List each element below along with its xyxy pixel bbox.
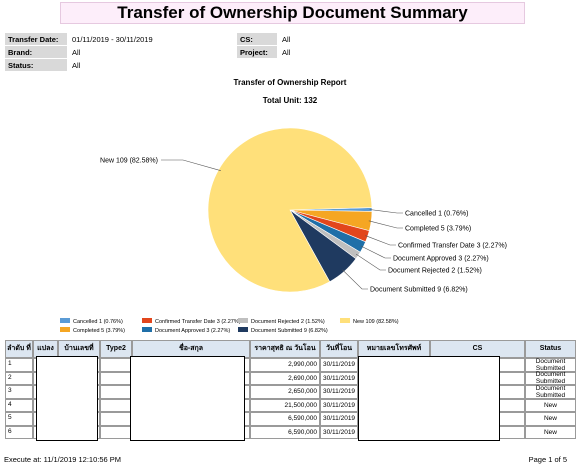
- legend-label: Confirmed Transfer Date 3 (2.27%): [155, 319, 241, 325]
- filter-value: All: [282, 48, 291, 57]
- slice-label: Document Approved 3 (2.27%): [393, 256, 489, 263]
- legend-swatch: [60, 327, 70, 332]
- pie-slice: [207, 127, 373, 293]
- leader-line: [342, 269, 368, 290]
- table-cell: New: [525, 425, 576, 439]
- table-cell: 1: [5, 358, 33, 372]
- table-cell: 21,500,000: [250, 398, 320, 412]
- table-cell: [100, 385, 132, 399]
- table-cell: 30/11/2019: [320, 412, 358, 426]
- filter-value: All: [72, 48, 81, 57]
- leader-line: [161, 159, 221, 171]
- table-cell: 6: [5, 425, 33, 439]
- legend-label: Document Submitted 9 (6.82%): [251, 328, 328, 334]
- table-cell: 30/11/2019: [320, 425, 358, 439]
- leader-line: [365, 235, 396, 246]
- leader-line: [369, 209, 403, 214]
- filter-label: Status:: [5, 59, 67, 71]
- table-cell: New: [525, 412, 576, 426]
- table-cell: 30/11/2019: [320, 371, 358, 385]
- table-cell: 6,590,000: [250, 425, 320, 439]
- slice-label: Document Rejected 2 (1.52%): [388, 268, 482, 275]
- table-cell: [100, 371, 132, 385]
- filter-label: CS:: [237, 33, 277, 45]
- leader-line: [360, 245, 391, 259]
- report-title: Transfer of Ownership Document Summary: [60, 2, 525, 24]
- column-header: ราคาสุทธิ ณ วันโอน: [250, 340, 320, 358]
- filter-value: All: [72, 61, 81, 70]
- column-header: วันที่โอน: [320, 340, 358, 358]
- legend-swatch: [142, 327, 152, 332]
- table-cell: [100, 358, 132, 372]
- table-cell: [100, 412, 132, 426]
- legend-swatch: [238, 327, 248, 332]
- table-cell: Document Submitted: [525, 385, 576, 399]
- filter-label: Project:: [237, 46, 277, 58]
- column-header: Status: [525, 340, 576, 358]
- table-cell: 2,990,000: [250, 358, 320, 372]
- table-cell: 4: [5, 398, 33, 412]
- redaction-box: [358, 356, 500, 441]
- chart-subtitle: Total Unit: 132: [263, 96, 318, 105]
- filter-value: 01/11/2019 - 30/11/2019: [72, 35, 153, 44]
- legend-label: New 109 (82.58%): [353, 319, 399, 325]
- table-cell: 2,650,000: [250, 385, 320, 399]
- legend-label: Completed 5 (3.79%): [73, 328, 125, 334]
- redaction-box: [130, 356, 245, 441]
- table-cell: [100, 425, 132, 439]
- filter-label: Brand:: [5, 46, 67, 58]
- table-cell: 3: [5, 385, 33, 399]
- legend-label: Cancelled 1 (0.76%): [73, 319, 123, 325]
- column-header: ลำดับ ที่: [5, 340, 33, 358]
- table-cell: 30/11/2019: [320, 385, 358, 399]
- table-cell: 2: [5, 371, 33, 385]
- slice-label: Completed 5 (3.79%): [405, 226, 471, 233]
- table-cell: 5: [5, 412, 33, 426]
- execute-time: Execute at: 11/1/2019 12:10:56 PM: [4, 455, 122, 464]
- table-cell: 2,690,000: [250, 371, 320, 385]
- slice-label: Document Submitted 9 (6.82%): [370, 287, 468, 294]
- leader-line: [368, 220, 403, 229]
- legend-swatch: [238, 318, 248, 323]
- table-cell: Document Submitted: [525, 371, 576, 385]
- table-cell: 30/11/2019: [320, 358, 358, 372]
- legend-label: Document Rejected 2 (1.52%): [251, 319, 325, 325]
- slice-label: New 109 (82.58%): [100, 158, 158, 165]
- leader-line: [355, 253, 386, 271]
- filter-value: All: [282, 35, 291, 44]
- filter-label: Transfer Date:: [5, 33, 67, 45]
- redaction-box: [36, 356, 98, 441]
- column-header: Type2: [100, 340, 132, 358]
- table-cell: [100, 398, 132, 412]
- table-cell: Document Submitted: [525, 358, 576, 372]
- legend-swatch: [340, 318, 350, 323]
- legend-swatch: [142, 318, 152, 323]
- legend-swatch: [60, 318, 70, 323]
- legend-label: Document Approved 3 (2.27%): [155, 328, 230, 334]
- slice-label: Cancelled 1 (0.76%): [405, 211, 468, 218]
- chart-title: Transfer of Ownership Report: [234, 78, 347, 87]
- slice-label: Confirmed Transfer Date 3 (2.27%): [398, 243, 507, 250]
- table-cell: 6,590,000: [250, 412, 320, 426]
- chart: Transfer of Ownership Report Total Unit:…: [60, 78, 507, 334]
- table-cell: New: [525, 398, 576, 412]
- table-cell: 30/11/2019: [320, 398, 358, 412]
- page-number: Page 1 of 5: [528, 455, 567, 464]
